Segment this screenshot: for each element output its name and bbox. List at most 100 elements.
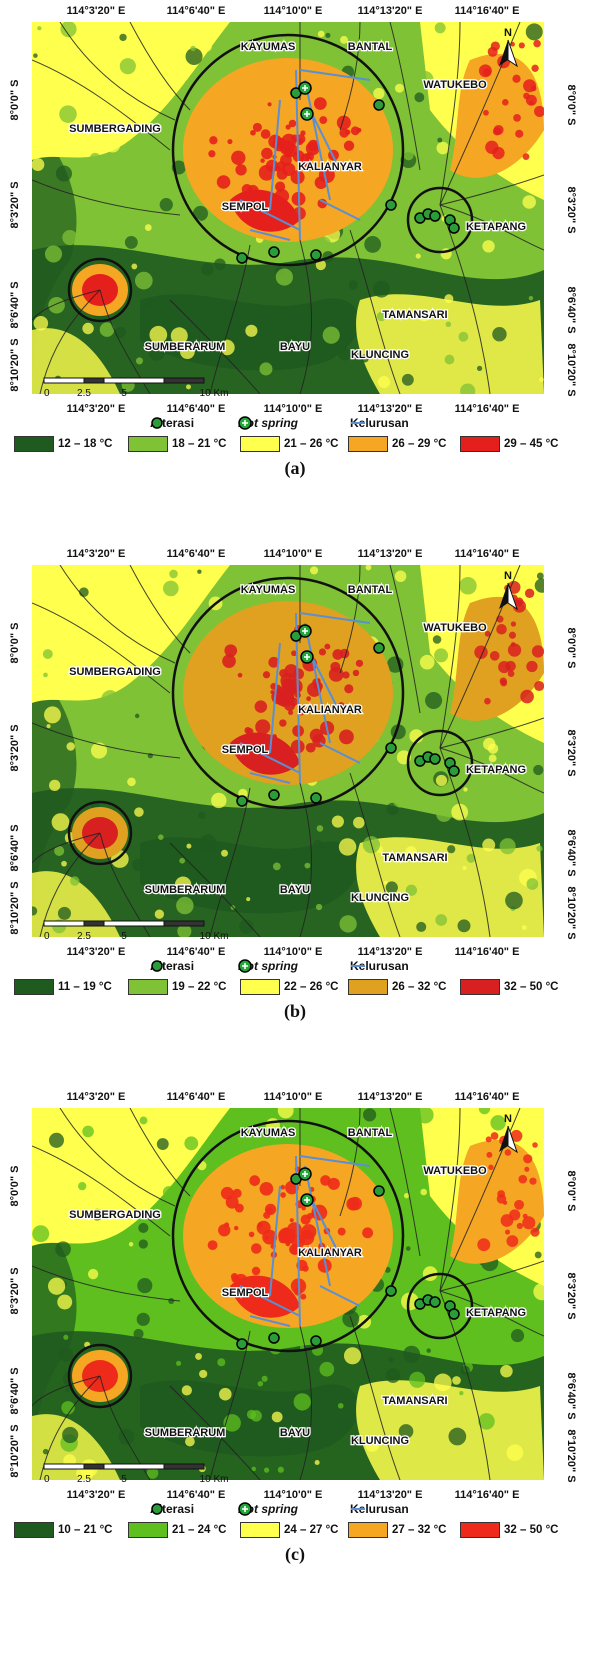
scale-bar-label: 0 [44, 388, 50, 399]
place-label-watukebo: WATUKEBO [423, 622, 487, 634]
lineament-line [319, 1285, 361, 1307]
place-label-sempol: SEMPOL [222, 1287, 269, 1299]
place-label-ketapang: KETAPANG [466, 764, 526, 776]
scale-bar-label: 2.5 [77, 931, 91, 942]
legend-class-label: 22 – 26 °C [284, 981, 339, 993]
alteration-point [448, 765, 460, 777]
scale-bar-label: 5 [121, 1474, 127, 1485]
lon-tick-bottom: 114°6'40" E [167, 1489, 226, 1501]
river-line [59, 565, 176, 664]
lon-tick-bottom: 114°3'20" E [67, 1489, 126, 1501]
lat-tick-right: 8°0'0" S [565, 628, 577, 669]
lat-tick-left: 8°10'20" S [9, 338, 21, 391]
alteration-point [268, 246, 280, 258]
river-line [209, 787, 251, 937]
lineament-line [319, 199, 361, 221]
lon-tick-top: 114°13'20" E [358, 5, 423, 17]
river-line [439, 717, 544, 749]
caldera-circle [171, 1119, 405, 1353]
alteration-point [373, 99, 385, 111]
river-line [439, 565, 461, 749]
lon-tick-bottom: 114°13'20" E [358, 1489, 423, 1501]
lon-tick-bottom: 114°16'40" E [455, 403, 520, 415]
north-arrow-icon [499, 40, 508, 66]
river-line [439, 204, 491, 394]
alteration-icon [151, 960, 163, 972]
scale-bar-label: 5 [121, 931, 127, 942]
legend-class-5: 32 – 50 °C [460, 979, 558, 995]
place-label-sumberarum: SUMBERARUM [145, 1427, 226, 1439]
lat-tick-right: 8°3'20" S [565, 186, 577, 233]
legend-hotspring: Hot spring [238, 959, 298, 973]
alteration-point [236, 252, 248, 264]
place-label-kalianyar: KALIANYAR [298, 161, 362, 173]
lineament-line [249, 229, 291, 241]
river-line [32, 1265, 181, 1302]
place-label-sempol: SEMPOL [222, 201, 269, 213]
legend-class-label: 32 – 50 °C [504, 1524, 559, 1536]
legend-class-label: 24 – 27 °C [284, 1524, 339, 1536]
scale-bar-label: 10 Km [200, 388, 229, 399]
lon-tick-top: 114°6'40" E [167, 5, 226, 17]
place-label-bantal: BANTAL [348, 41, 393, 53]
lat-tick-left: 8°0'0" S [9, 623, 21, 664]
legend-class-label: 10 – 21 °C [58, 1524, 113, 1536]
lat-tick-right: 8°3'20" S [565, 729, 577, 776]
place-label-sempol: SEMPOL [222, 744, 269, 756]
lineament-line [309, 109, 341, 171]
scale-bar-label: 5 [121, 388, 127, 399]
legend-class-label: 21 – 26 °C [284, 438, 339, 450]
lon-tick-bottom: 114°13'20" E [358, 403, 423, 415]
legend-class-3: 24 – 27 °C [240, 1522, 338, 1538]
lon-tick-top: 114°6'40" E [167, 548, 226, 560]
legend-swatch [240, 1522, 280, 1538]
river-line [169, 842, 261, 937]
map-panel-a: KAYUMAS BANTAL WATUKEBO SUMBERGADING KALIANY… [0, 0, 590, 540]
lineament-icon [351, 422, 365, 424]
legend-kelurusan-label: Kelurusan [350, 1502, 409, 1516]
lat-tick-left: 8°3'20" S [9, 181, 21, 228]
legend-class-label: 21 – 24 °C [172, 1524, 227, 1536]
panel-label: (b) [284, 1001, 306, 1021]
lat-tick-left: 8°10'20" S [9, 881, 21, 934]
alteration-point [268, 789, 280, 801]
river-line [439, 1290, 544, 1337]
lat-tick-right: 8°0'0" S [565, 1171, 577, 1212]
river-line [59, 1108, 176, 1207]
alteration-point [448, 1308, 460, 1320]
scale-bar-label: 0 [44, 931, 50, 942]
alteration-icon [151, 1503, 163, 1515]
legend-hotspring-label: Hot spring [238, 416, 298, 430]
temperature-legend: 11 – 19 °C 19 – 22 °C 22 – 26 °C 26 – 32 °C… [0, 977, 590, 999]
river-line [169, 299, 261, 394]
legend-swatch [460, 979, 500, 995]
legend-class-3: 21 – 26 °C [240, 436, 338, 452]
legend-swatch [348, 436, 388, 452]
legend-class-1: 10 – 21 °C [14, 1522, 112, 1538]
lon-tick-top: 114°3'20" E [67, 5, 126, 17]
lineament-line [269, 99, 281, 211]
symbol-legend: Alterasi Hot spring Kelurusan [0, 416, 590, 432]
alteration-point [385, 199, 397, 211]
lon-tick-bottom: 114°16'40" E [455, 1489, 520, 1501]
lineament-line [304, 622, 331, 744]
symbol-legend: Alterasi Hot spring Kelurusan [0, 959, 590, 975]
river-line [32, 602, 171, 694]
lineament-line [309, 652, 341, 714]
place-label-kluncing: KLUNCING [351, 1435, 409, 1447]
alteration-point [385, 1285, 397, 1297]
legend-class-2: 21 – 24 °C [128, 1522, 226, 1538]
map-panel-c: KAYUMAS BANTAL WATUKEBO SUMBERGADING KALIANY… [0, 1086, 590, 1626]
river-line [439, 204, 544, 251]
legend-swatch [128, 979, 168, 995]
lon-tick-bottom: 114°10'0" E [264, 946, 323, 958]
symbol-legend: Alterasi Hot spring Kelurusan [0, 1502, 590, 1518]
ijen-crater-circle [67, 257, 133, 323]
lineament-icon [351, 1508, 365, 1510]
scale-bar-label: 10 Km [200, 931, 229, 942]
river-line [439, 174, 544, 206]
legend-class-4: 26 – 29 °C [348, 436, 446, 452]
lon-tick-bottom: 114°13'20" E [358, 946, 423, 958]
scale-bar-label: 2.5 [77, 388, 91, 399]
lineament-line [249, 772, 291, 784]
